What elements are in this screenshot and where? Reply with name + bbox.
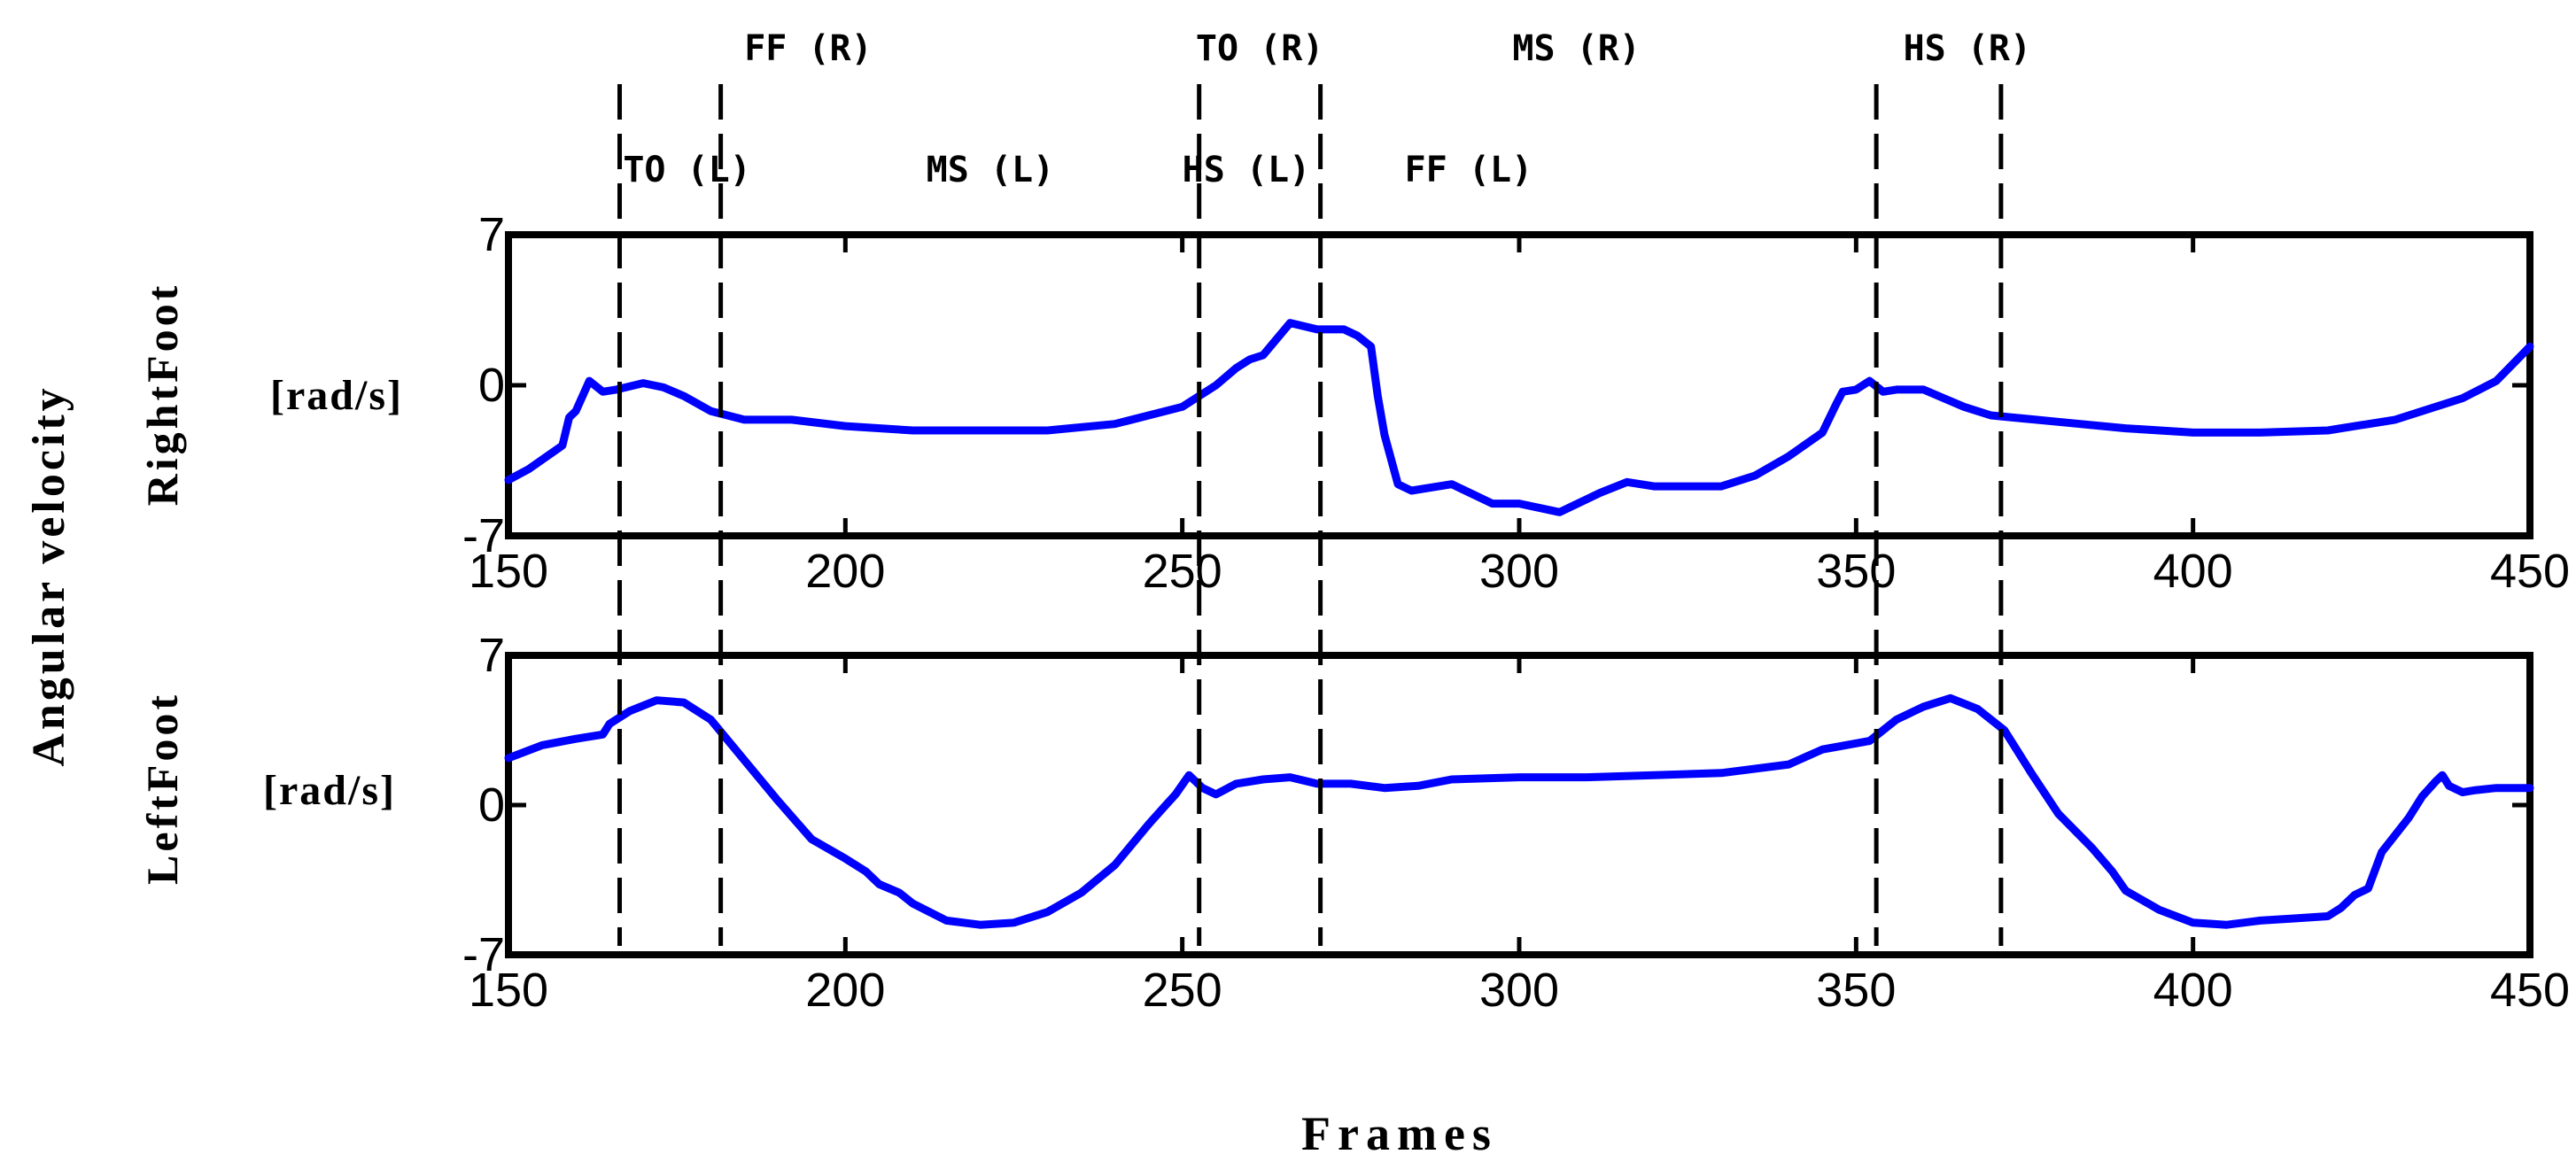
panel-left-unit: [rad/s]	[263, 767, 396, 814]
x-tick-label: 450	[2490, 545, 2570, 598]
y-axis-label: Angular velocity	[24, 384, 74, 766]
x-tick-label: 400	[2153, 545, 2233, 598]
panel-1: -7 0 7 150 200 250 300 350 400 450	[462, 629, 2570, 1017]
y-tick-label: -7	[462, 509, 505, 562]
x-tick-label: 150	[469, 964, 548, 1017]
y-tick-label: -7	[462, 928, 505, 981]
x-tick-label: 350	[1816, 545, 1896, 598]
panel-right-name: RightFoot	[137, 283, 187, 507]
x-tick-label: 400	[2153, 964, 2233, 1017]
panel-left-name: LeftFoot	[137, 692, 187, 885]
x-tick-label: 200	[805, 545, 885, 598]
plot-frame	[505, 652, 2533, 958]
panels-layer: -7 0 7 150 200 250 300 350 400 450 -7 0 7 150 200 250 30…	[462, 208, 2570, 1017]
y-tick-label: 0	[478, 359, 505, 412]
y-tick-label: 7	[478, 629, 505, 682]
y-tick-label: 7	[478, 208, 505, 261]
y-tick-label: 0	[478, 779, 505, 832]
series-line-LeftFoot	[504, 693, 2534, 929]
phase-label-top: HS (R)	[1904, 28, 2032, 69]
series-line-RightFoot	[504, 319, 2534, 516]
x-tick-label: 300	[1479, 545, 1559, 598]
phase-label-bottom: FF (L)	[1405, 150, 1533, 190]
phase-label-bottom: MS (L)	[927, 150, 1055, 190]
x-tick-label: 450	[2490, 964, 2570, 1017]
x-tick-label: 250	[1143, 545, 1222, 598]
x-tick-label: 200	[805, 964, 885, 1017]
plot-frame	[505, 231, 2533, 539]
phase-label-top: MS (R)	[1512, 28, 1641, 69]
x-tick-label: 300	[1479, 964, 1559, 1017]
events-layer	[617, 84, 2004, 946]
panel-0: -7 0 7 150 200 250 300 350 400 450	[462, 208, 2570, 598]
x-tick-label: 250	[1143, 964, 1222, 1017]
x-tick-label: 350	[1816, 964, 1896, 1017]
x-tick-label: 150	[469, 545, 548, 598]
x-axis-label: Frames	[1301, 1107, 1498, 1160]
phase-label-top: FF (R)	[744, 28, 873, 69]
phases-layer: FF (R) TO (R) MS (R) HS (R) TO (L) MS (L) HS (…	[623, 28, 2031, 190]
phase-label-bottom: HS (L)	[1183, 150, 1311, 190]
phase-label-top: TO (R)	[1196, 28, 1324, 69]
phase-label-bottom: TO (L)	[623, 150, 751, 190]
panel-right-unit: [rad/s]	[270, 372, 403, 419]
